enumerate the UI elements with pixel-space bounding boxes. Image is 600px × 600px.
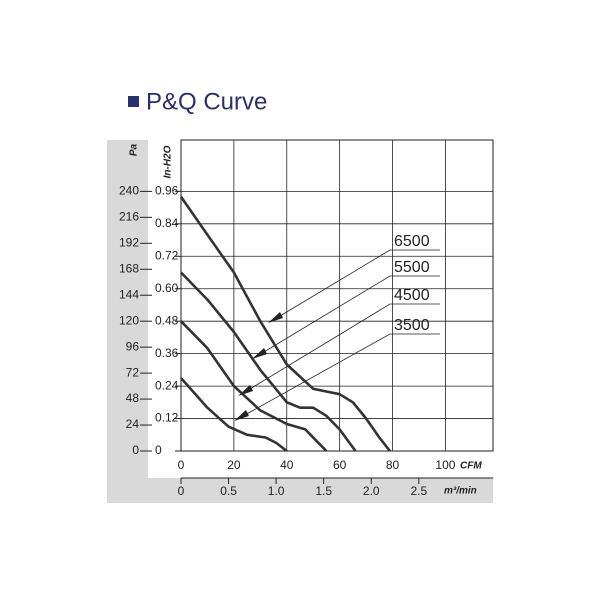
y-tick-label: 0.24 <box>155 378 179 392</box>
x2-tick-label: 0 <box>178 484 185 498</box>
y-label: In-H2O <box>163 145 174 178</box>
y-tick-label: 0.12 <box>155 411 179 425</box>
y2-tick-label: 72 <box>126 365 140 379</box>
y2-tick-label: 48 <box>126 391 140 405</box>
x2-tick-label: 0.5 <box>220 484 237 498</box>
x2-tick-label: 2.0 <box>363 484 380 498</box>
x2-tick-label: 1.5 <box>315 484 332 498</box>
y2-tick-label: 216 <box>119 210 139 224</box>
x-tick-label: 100 <box>435 458 455 472</box>
leader-lines <box>235 249 440 421</box>
x-tick-label: 60 <box>333 458 347 472</box>
y-tick-label: 0.72 <box>155 248 179 262</box>
plot-border <box>180 139 494 452</box>
series-line <box>180 271 357 452</box>
x2-label: m³/min <box>444 486 477 497</box>
series-line <box>180 377 288 453</box>
x-tick-label: 40 <box>280 458 294 472</box>
y-tick-label: 0 <box>155 443 162 457</box>
x-tick-label: 0 <box>178 458 185 472</box>
y2-tick-label: 192 <box>119 235 139 249</box>
y2-tick-label: 240 <box>119 184 139 198</box>
title-bullet <box>128 96 139 107</box>
series-line <box>179 196 391 452</box>
x-label: CFM <box>460 461 482 472</box>
y-tick-label: 0.60 <box>155 281 179 295</box>
y2-tick-label: 24 <box>126 417 140 431</box>
x-tick-label: 20 <box>227 458 241 472</box>
x2-tick-label: 2.5 <box>410 484 427 498</box>
y2-label: Pa <box>129 143 140 156</box>
y2-tick-label: 0 <box>132 443 139 457</box>
y2-tick-label: 120 <box>119 313 139 327</box>
y2-tick-label: 168 <box>119 261 139 275</box>
y-tick-label: 0.36 <box>155 346 179 360</box>
chart-title: P&Q Curve <box>146 88 267 115</box>
y2-tick-label: 144 <box>119 287 139 301</box>
legend-label: 6500 <box>394 233 430 250</box>
y2-tick-label: 96 <box>126 339 140 353</box>
legend-label: 3500 <box>394 317 430 334</box>
x-tick-label: 80 <box>386 458 400 472</box>
legend-label: 4500 <box>394 287 430 304</box>
y-tick-label: 0.84 <box>155 216 179 230</box>
series-line <box>180 320 328 452</box>
legend-label: 5500 <box>394 259 430 276</box>
plot-area <box>148 140 493 478</box>
y-tick-label: 0.96 <box>155 184 179 198</box>
x2-tick-label: 1.0 <box>268 484 285 498</box>
y-tick-label: 0.48 <box>155 313 179 327</box>
